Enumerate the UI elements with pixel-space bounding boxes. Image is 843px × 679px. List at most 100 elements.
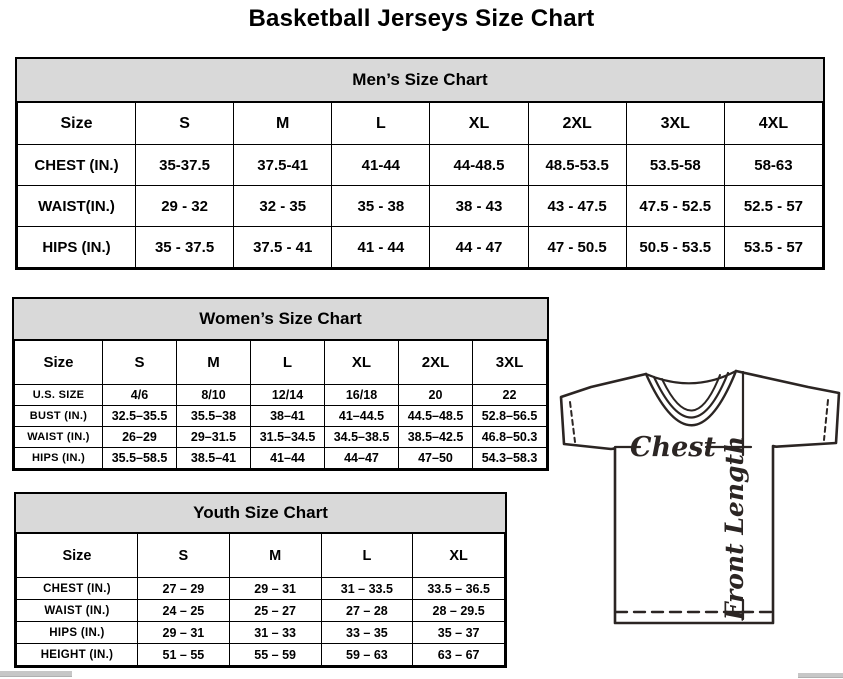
size-cell: 20	[398, 384, 473, 406]
size-cell: 31 – 33	[228, 621, 322, 644]
size-cell: 47–50	[398, 447, 473, 469]
column-header: S	[134, 102, 235, 145]
column-header: XL	[324, 340, 399, 385]
womens-size-table: Women’s Size Chart Size S M L XL 2XL 3XL U.S. S…	[12, 297, 549, 471]
column-header: S	[137, 533, 230, 578]
size-cell: 38.5–41	[176, 447, 251, 469]
column-header: 2XL	[398, 340, 473, 385]
h-scrollbar-fragment-left[interactable]	[0, 671, 72, 677]
row-label: HEIGHT (IN.)	[16, 643, 138, 666]
size-cell: 43 - 47.5	[527, 185, 627, 227]
size-cell: 35 - 38	[331, 185, 431, 227]
row-label: U.S. SIZE	[14, 384, 103, 406]
table-row: WAIST (IN.) 26–29 29–31.5 31.5–34.5 34.5–38.…	[14, 426, 547, 448]
collar-v-mid	[652, 371, 730, 419]
page-title: Basketball Jerseys Size Chart	[248, 5, 595, 32]
size-cell: 51 – 55	[137, 643, 230, 666]
size-cell: 38 - 43	[429, 185, 529, 227]
size-cell: 54.3–58.3	[472, 447, 547, 469]
column-header: S	[102, 340, 177, 385]
column-header: M	[228, 533, 322, 578]
collar-band	[644, 369, 738, 385]
size-cell: 52.8–56.5	[472, 405, 547, 427]
table-row: HEIGHT (IN.) 51 – 55 55 – 59 59 – 63 63 – 67	[16, 643, 505, 666]
column-header: 3XL	[625, 102, 725, 145]
size-cell: 48.5-53.5	[527, 144, 627, 186]
size-cell: 29 – 31	[228, 577, 322, 600]
size-cell: 29 - 32	[134, 185, 235, 227]
table-row: HIPS (IN.) 35.5–58.5 38.5–41 41–44 44–47 47–5…	[14, 447, 547, 469]
column-header: L	[331, 102, 431, 145]
size-cell: 27 – 28	[320, 599, 414, 622]
size-cell: 16/18	[324, 384, 399, 406]
collar-v-inner	[661, 374, 721, 412]
row-label: HIPS (IN.)	[17, 226, 136, 268]
size-cell: 37.5 - 41	[233, 226, 333, 268]
size-cell: 35 – 37	[412, 621, 505, 644]
row-label: BUST (IN.)	[14, 405, 103, 427]
size-cell: 59 – 63	[320, 643, 414, 666]
column-header: Size	[17, 102, 136, 145]
table-row: HIPS (IN.) 29 – 31 31 – 33 33 – 35 35 – 37	[16, 621, 505, 644]
size-cell: 47 - 50.5	[527, 226, 627, 268]
size-cell: 35.5–38	[176, 405, 251, 427]
size-cell: 8/10	[176, 384, 251, 406]
table-row: WAIST (IN.) 24 – 25 25 – 27 27 – 28 28 – 29.…	[16, 599, 505, 622]
jersey-icon: Chest Front Length	[559, 369, 841, 625]
size-cell: 55 – 59	[228, 643, 322, 666]
size-cell: 44–47	[324, 447, 399, 469]
size-cell: 31 – 33.5	[320, 577, 414, 600]
size-cell: 35-37.5	[134, 144, 235, 186]
column-header: M	[233, 102, 333, 145]
size-cell: 53.5-58	[625, 144, 725, 186]
size-cell: 28 – 29.5	[412, 599, 505, 622]
h-scrollbar-fragment-right[interactable]	[798, 673, 843, 678]
size-cell: 46.8–50.3	[472, 426, 547, 448]
size-cell: 26–29	[102, 426, 177, 448]
size-cell: 4/6	[102, 384, 177, 406]
column-header: Size	[14, 340, 103, 385]
youth-size-table: Youth Size Chart Size S M L XL CHEST (IN.) 27 …	[14, 492, 507, 668]
size-cell: 41–44	[250, 447, 325, 469]
row-label: HIPS (IN.)	[16, 621, 138, 644]
size-cell: 41–44.5	[324, 405, 399, 427]
size-cell: 29–31.5	[176, 426, 251, 448]
column-header: 4XL	[723, 102, 824, 145]
size-cell: 25 – 27	[228, 599, 322, 622]
size-cell: 34.5–38.5	[324, 426, 399, 448]
size-cell: 32.5–35.5	[102, 405, 177, 427]
column-header: M	[176, 340, 251, 385]
left-sleeve-dash	[569, 401, 576, 443]
right-sleeve-dash	[823, 399, 829, 441]
table-row: U.S. SIZE 4/6 8/10 12/14 16/18 20 22	[14, 384, 547, 406]
size-cell: 38–41	[250, 405, 325, 427]
size-cell: 33.5 – 36.5	[412, 577, 505, 600]
size-cell: 53.5 - 57	[723, 226, 824, 268]
row-label: WAIST(IN.)	[17, 185, 136, 227]
jersey-measurement-diagram: Chest Front Length	[556, 360, 843, 626]
table-row: BUST (IN.) 32.5–35.5 35.5–38 38–41 41–44.5 44…	[14, 405, 547, 427]
column-header: L	[320, 533, 414, 578]
front-length-label: Front Length	[720, 436, 749, 621]
size-cell: 29 – 31	[137, 621, 230, 644]
column-header: 3XL	[472, 340, 547, 385]
size-cell: 47.5 - 52.5	[625, 185, 725, 227]
row-label: CHEST (IN.)	[17, 144, 136, 186]
table-row: CHEST (IN.) 27 – 29 29 – 31 31 – 33.5 33.5 –…	[16, 577, 505, 600]
size-cell: 27 – 29	[137, 577, 230, 600]
size-cell: 41 - 44	[331, 226, 431, 268]
size-cell: 44-48.5	[429, 144, 529, 186]
column-header: 2XL	[527, 102, 627, 145]
collar-v-outer	[644, 369, 738, 427]
size-cell: 35 - 37.5	[134, 226, 235, 268]
womens-table-title: Women’s Size Chart	[14, 299, 547, 340]
row-label: WAIST (IN.)	[16, 599, 138, 622]
size-cell: 12/14	[250, 384, 325, 406]
size-cell: 37.5-41	[233, 144, 333, 186]
row-label: CHEST (IN.)	[16, 577, 138, 600]
youth-table-title: Youth Size Chart	[16, 494, 505, 533]
column-header-row: Size S M L XL 2XL 3XL	[14, 340, 547, 385]
size-cell: 32 - 35	[233, 185, 333, 227]
size-cell: 58-63	[723, 144, 824, 186]
mens-size-table: Men’s Size Chart Size S M L XL 2XL 3XL 4XL CHEST…	[15, 57, 825, 270]
